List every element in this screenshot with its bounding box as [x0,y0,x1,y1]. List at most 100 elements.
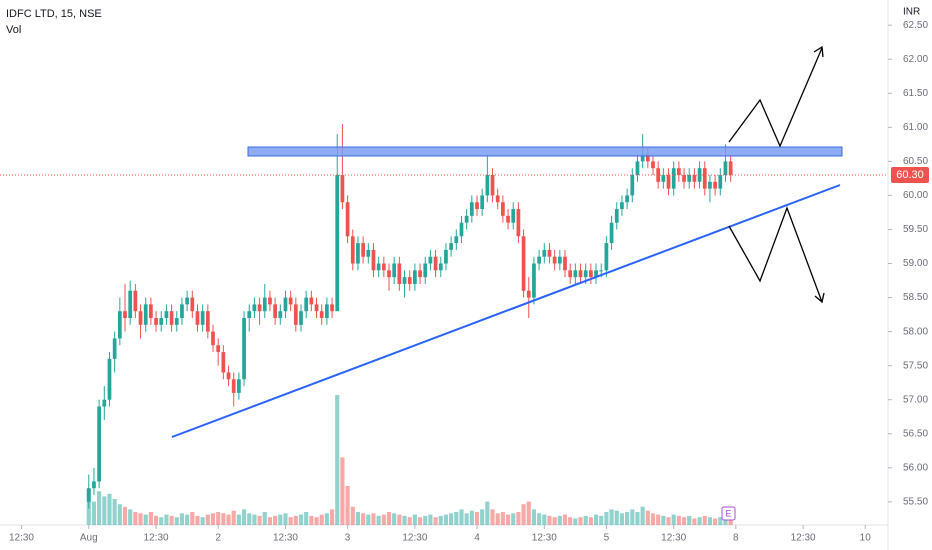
y-tick-label: 56.00 [903,462,928,473]
candle-body [495,195,500,203]
volume-bar [640,506,645,525]
volume-bar [210,513,216,525]
volume-bar [412,514,417,525]
volume-bar [635,512,640,525]
volume-bar [128,509,133,525]
candle-body [288,297,293,305]
candle-body [516,209,521,237]
volume-bar [345,486,350,525]
candle-body [640,154,645,162]
volume-bar [179,513,185,525]
volume-bar [521,504,526,525]
candle-body [221,352,226,373]
candle-body [268,297,272,305]
volume-bar [335,395,340,525]
candle-body [262,297,267,312]
candle-body [702,168,707,189]
volume-bar [438,515,443,525]
volume-bar [381,514,386,525]
candle-body [563,256,567,271]
candle-body [480,195,485,210]
candle-body [283,297,288,312]
volume-bar [480,509,485,525]
volume-bar [666,517,671,525]
candle-body [511,209,516,223]
volume-bar [164,514,169,525]
x-tick-label: 12:30 [791,533,816,544]
volume-bar [267,517,273,525]
x-tick-label: 12:30 [273,533,298,544]
volume-bar [226,514,231,525]
candle-body [568,270,573,278]
volume-bar [241,509,247,525]
volume-bar [526,501,531,525]
x-tick-label: 5 [604,533,610,544]
volume-bar [314,517,319,525]
candle-body [532,263,536,298]
volume-bar [148,512,153,525]
volume-bar [505,514,511,525]
volume-bar [376,515,381,525]
y-tick-label: 57.50 [903,360,928,371]
y-tick-label: 58.00 [903,326,928,337]
candle-body [521,236,526,291]
volume-bar [609,509,614,525]
candle-body [273,304,277,318]
candle-body [537,256,541,264]
candle-body [185,297,189,305]
volume-bar [386,512,392,525]
projection-down[interactable] [728,206,823,303]
volume-bar [112,499,117,525]
candle-body [361,243,365,257]
x-tick-label: 8 [733,533,739,544]
projection-up[interactable] [728,47,823,148]
event-marker[interactable]: E [725,508,731,518]
y-tick-label: 56.50 [903,428,928,439]
volume-bar [578,517,583,525]
volume-bar [702,515,707,525]
candle-body [682,175,686,182]
volume-bar [449,513,454,525]
y-tick-label: 61.00 [903,122,928,133]
candle-body [226,372,231,380]
candle-body [138,311,143,325]
volume-bar [687,515,692,525]
candle-body [200,311,205,325]
candle-body [304,297,309,312]
candle-body [190,297,195,312]
event-marker-box[interactable] [721,506,736,521]
volume-bar [625,512,630,525]
volume-bar [319,514,324,525]
y-tick-label: 59.00 [903,258,928,269]
resistance-zone[interactable] [247,146,843,157]
candle-body [216,345,221,353]
candle-body [557,256,562,264]
volume-bar [366,514,371,525]
candle-body [604,243,609,271]
candle-body [402,277,407,284]
candle-body [542,249,547,257]
volume-bar [454,512,459,525]
volume-bar [417,517,423,525]
last-price-label: 60.30 [896,169,924,181]
volume-bar [361,513,366,525]
volume-bar [221,513,226,525]
candle-body [413,270,417,284]
volume-bar [159,517,164,525]
volume-bar [350,506,355,525]
candle-body [407,277,412,284]
candle-body [454,236,459,244]
candle-body [526,290,531,298]
volume-bar [568,517,573,525]
candle-body [123,311,127,318]
y-tick-label: 60.50 [903,156,928,167]
candle-body [485,175,490,196]
candle-body [330,304,334,312]
candle-body [340,175,345,203]
candle-body [319,311,324,318]
candle-body [490,175,495,196]
volume-bar [355,512,361,525]
trend-line[interactable] [171,184,841,438]
candle-body [205,311,210,332]
